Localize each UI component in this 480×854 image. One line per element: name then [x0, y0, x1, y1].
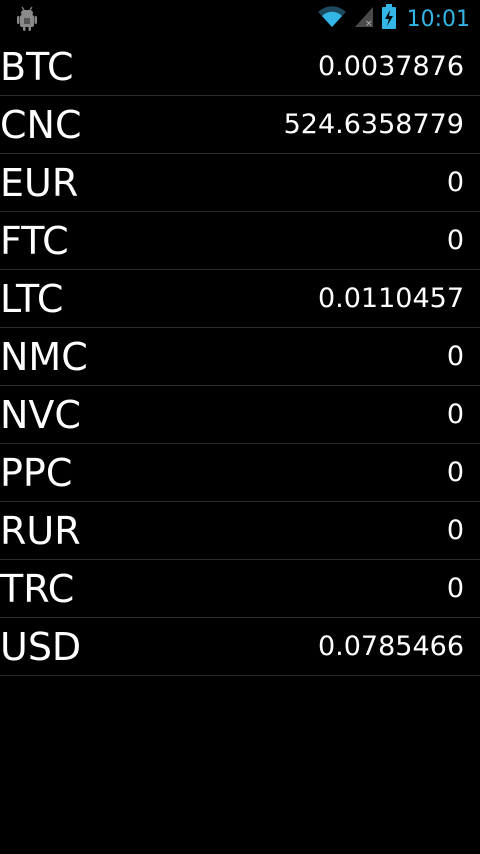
currency-code: NVC [0, 393, 81, 437]
svg-text:×: × [365, 19, 373, 29]
balance-row-btc[interactable]: BTC 0.0037876 [0, 38, 480, 96]
currency-amount: 0.0110457 [317, 283, 464, 314]
status-icons: × 10:01 [317, 4, 470, 34]
currency-amount: 0 [446, 399, 464, 430]
currency-code: PPC [0, 451, 73, 495]
currency-amount: 0.0037876 [317, 51, 464, 82]
currency-code: LTC [0, 277, 64, 321]
balance-row-ftc[interactable]: FTC 0 [0, 212, 480, 270]
battery-charging-icon [381, 4, 397, 34]
balance-row-ltc[interactable]: LTC 0.0110457 [0, 270, 480, 328]
balance-row-nvc[interactable]: NVC 0 [0, 386, 480, 444]
currency-amount: 0 [446, 457, 464, 488]
currency-code: RUR [0, 509, 81, 553]
currency-code: FTC [0, 219, 69, 263]
currency-amount: 0 [446, 515, 464, 546]
currency-code: TRC [0, 567, 75, 611]
currency-code: CNC [0, 103, 82, 147]
currency-code: BTC [0, 45, 74, 89]
cell-signal-icon: × [353, 5, 375, 33]
balance-row-trc[interactable]: TRC 0 [0, 560, 480, 618]
wifi-icon [317, 5, 347, 33]
balance-row-rur[interactable]: RUR 0 [0, 502, 480, 560]
currency-amount: 0.0785466 [317, 631, 464, 662]
currency-code: USD [0, 625, 82, 669]
balance-row-cnc[interactable]: CNC 524.6358779 [0, 96, 480, 154]
android-debug-icon [14, 6, 40, 32]
currency-amount: 0 [446, 341, 464, 372]
balance-list[interactable]: BTC 0.0037876 CNC 524.6358779 EUR 0 FTC 0 LTC 0.0… [0, 38, 480, 676]
currency-amount: 524.6358779 [283, 109, 464, 140]
currency-amount: 0 [446, 225, 464, 256]
currency-code: EUR [0, 161, 79, 205]
balance-row-eur[interactable]: EUR 0 [0, 154, 480, 212]
balance-row-nmc[interactable]: NMC 0 [0, 328, 480, 386]
currency-code: NMC [0, 335, 88, 379]
status-bar: × 10:01 [0, 0, 480, 38]
currency-amount: 0 [446, 167, 464, 198]
currency-amount: 0 [446, 573, 464, 604]
balance-row-ppc[interactable]: PPC 0 [0, 444, 480, 502]
balance-row-usd[interactable]: USD 0.0785466 [0, 618, 480, 676]
status-clock: 10:01 [406, 6, 470, 32]
